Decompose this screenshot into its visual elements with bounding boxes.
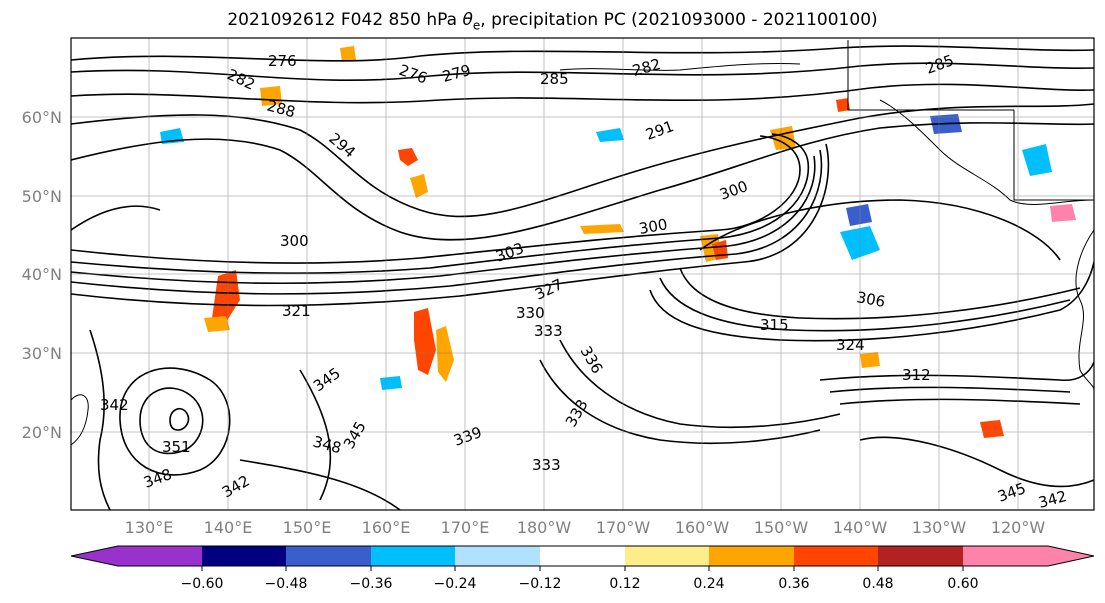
colorbar-segment bbox=[963, 546, 1048, 566]
contour-label: 285 bbox=[540, 70, 569, 88]
contour-label: 306 bbox=[855, 288, 886, 311]
contour-label: 312 bbox=[902, 366, 931, 384]
colorbar: −0.60 −0.48 −0.36 −0.24 −0.12 0.12 0.24 … bbox=[70, 545, 1095, 592]
contour-label: 321 bbox=[282, 302, 311, 320]
contour-label: 351 bbox=[162, 438, 191, 456]
contour-label: 276 bbox=[268, 52, 297, 70]
lon-label: 160°E bbox=[362, 518, 411, 537]
lon-label: 160°W bbox=[675, 518, 730, 537]
lon-label: 130°W bbox=[912, 518, 967, 537]
lon-label: 150°W bbox=[754, 518, 809, 537]
colorbar-outline bbox=[70, 545, 1095, 567]
title-prefix: 2021092612 F042 850 hPa bbox=[227, 10, 463, 30]
colorbar-segment bbox=[371, 546, 455, 566]
contour-label: 315 bbox=[760, 316, 789, 334]
contour-label: 342 bbox=[100, 396, 129, 414]
colorbar-tick-label: −0.48 bbox=[265, 576, 308, 592]
lat-label: 50°N bbox=[22, 187, 62, 206]
lon-label: 170°E bbox=[441, 518, 490, 537]
colorbar-segment bbox=[286, 546, 371, 566]
colorbar-segment bbox=[455, 546, 540, 566]
lon-label: 120°W bbox=[991, 518, 1046, 537]
colorbar-segment bbox=[709, 546, 794, 566]
colorbar-tick-label: 0.24 bbox=[693, 576, 724, 592]
colorbar-extend-low bbox=[71, 546, 118, 566]
lon-label: 140°W bbox=[833, 518, 888, 537]
lon-label: 150°E bbox=[283, 518, 332, 537]
colorbar-tick-label: −0.60 bbox=[181, 576, 224, 592]
contour-label: 330 bbox=[516, 304, 545, 322]
colorbar-tick-label: 0.48 bbox=[862, 576, 893, 592]
colorbar-segment bbox=[202, 546, 286, 566]
colorbar-tick-labels: −0.60 −0.48 −0.36 −0.24 −0.12 0.12 0.24 … bbox=[181, 576, 979, 592]
graticule bbox=[71, 38, 1094, 510]
colorbar-tick-label: 0.60 bbox=[947, 576, 978, 592]
lat-label: 30°N bbox=[22, 344, 62, 363]
colorbar-tick-label: 0.36 bbox=[778, 576, 809, 592]
lat-label: 20°N bbox=[22, 423, 62, 442]
colorbar-tick-label: −0.12 bbox=[519, 576, 562, 592]
contour-label: 300 bbox=[280, 232, 309, 250]
contour-label: 324 bbox=[836, 336, 865, 354]
contour-label: 333 bbox=[534, 322, 563, 340]
chart-title: 2021092612 F042 850 hPa θe, precipitatio… bbox=[0, 10, 1105, 32]
lat-label: 60°N bbox=[22, 108, 62, 127]
colorbar-tick-label: 0.12 bbox=[609, 576, 640, 592]
latitude-labels: 60°N 50°N 40°N 30°N 20°N bbox=[22, 108, 62, 442]
colorbar-ticks bbox=[201, 566, 964, 571]
colorbar-extend-high bbox=[1048, 546, 1094, 566]
map-panel: 276 276 279 282 282 285 285 288 291 294 … bbox=[70, 37, 1095, 512]
lat-label: 40°N bbox=[22, 265, 62, 284]
colorbar-segment bbox=[118, 546, 202, 566]
longitude-labels: 130°E 140°E 150°E 160°E 170°E 180°W 170°… bbox=[125, 518, 1046, 537]
title-theta: θ bbox=[462, 10, 473, 30]
colorbar-tick-label: −0.36 bbox=[350, 576, 393, 592]
colorbar-segment bbox=[878, 546, 963, 566]
map-frame bbox=[70, 37, 1095, 511]
contour-label: 342 bbox=[1036, 487, 1068, 512]
colorbar-segment bbox=[625, 546, 709, 566]
colorbar-segment bbox=[540, 546, 625, 566]
title-theta-subscript: e bbox=[472, 18, 481, 33]
contour-label: 333 bbox=[532, 456, 561, 474]
lon-label: 180°W bbox=[517, 518, 572, 537]
lon-label: 170°W bbox=[596, 518, 651, 537]
title-suffix: , precipitation PC (2021093000 - 2021100… bbox=[480, 10, 878, 30]
contour-label: 300 bbox=[638, 215, 669, 238]
colorbar-segment bbox=[794, 546, 878, 566]
colorbar-tick-label: −0.24 bbox=[434, 576, 477, 592]
lon-label: 130°E bbox=[125, 518, 174, 537]
lon-label: 140°E bbox=[204, 518, 253, 537]
coastlines bbox=[71, 40, 1094, 446]
